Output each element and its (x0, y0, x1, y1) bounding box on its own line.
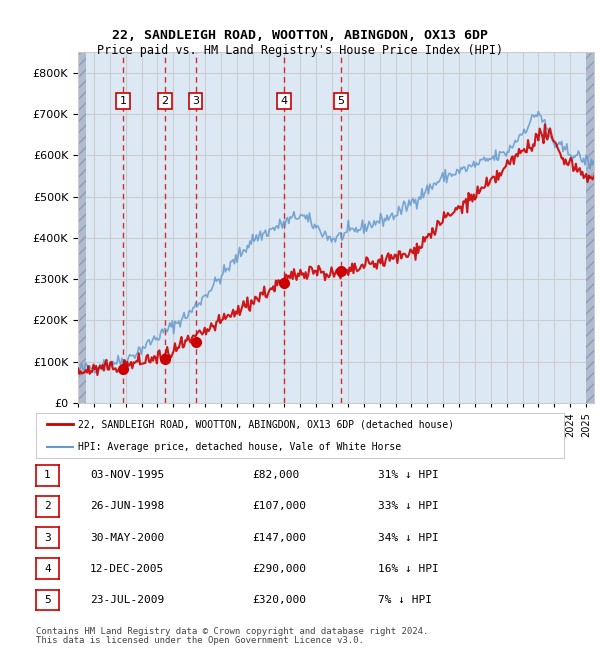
Bar (586, 52, 594, 403)
Bar (78, 52, 86, 403)
Text: £320,000: £320,000 (252, 595, 306, 605)
Text: 03-NOV-1995: 03-NOV-1995 (90, 470, 164, 480)
Text: 26-JUN-1998: 26-JUN-1998 (90, 501, 164, 512)
Text: £82,000: £82,000 (252, 470, 299, 480)
Text: 3: 3 (44, 532, 51, 543)
Text: Price paid vs. HM Land Registry's House Price Index (HPI): Price paid vs. HM Land Registry's House … (97, 44, 503, 57)
Text: 5: 5 (337, 96, 344, 106)
Text: £107,000: £107,000 (252, 501, 306, 512)
Text: 3: 3 (192, 96, 199, 106)
Text: 33% ↓ HPI: 33% ↓ HPI (378, 501, 439, 512)
Text: 22, SANDLEIGH ROAD, WOOTTON, ABINGDON, OX13 6DP (detached house): 22, SANDLEIGH ROAD, WOOTTON, ABINGDON, O… (78, 419, 454, 429)
Text: 1: 1 (44, 470, 51, 480)
Text: 2: 2 (44, 501, 51, 512)
Text: 1: 1 (119, 96, 127, 106)
Text: 23-JUL-2009: 23-JUL-2009 (90, 595, 164, 605)
Text: 7% ↓ HPI: 7% ↓ HPI (378, 595, 432, 605)
Text: £147,000: £147,000 (252, 532, 306, 543)
Text: 2: 2 (161, 96, 169, 106)
Text: 34% ↓ HPI: 34% ↓ HPI (378, 532, 439, 543)
Text: HPI: Average price, detached house, Vale of White Horse: HPI: Average price, detached house, Vale… (78, 442, 401, 452)
Text: 22, SANDLEIGH ROAD, WOOTTON, ABINGDON, OX13 6DP: 22, SANDLEIGH ROAD, WOOTTON, ABINGDON, O… (112, 29, 488, 42)
Text: 4: 4 (280, 96, 287, 106)
Text: 5: 5 (44, 595, 51, 605)
Text: This data is licensed under the Open Government Licence v3.0.: This data is licensed under the Open Gov… (36, 636, 364, 645)
Text: 16% ↓ HPI: 16% ↓ HPI (378, 564, 439, 574)
Text: 12-DEC-2005: 12-DEC-2005 (90, 564, 164, 574)
Text: 4: 4 (44, 564, 51, 574)
Text: Contains HM Land Registry data © Crown copyright and database right 2024.: Contains HM Land Registry data © Crown c… (36, 627, 428, 636)
Text: £290,000: £290,000 (252, 564, 306, 574)
Text: 31% ↓ HPI: 31% ↓ HPI (378, 470, 439, 480)
Text: 30-MAY-2000: 30-MAY-2000 (90, 532, 164, 543)
